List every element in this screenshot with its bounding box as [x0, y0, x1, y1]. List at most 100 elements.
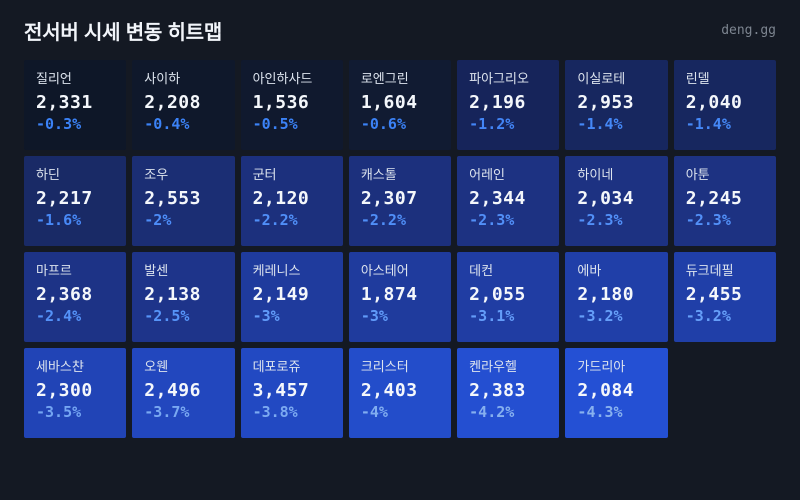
- server-change: -2.2%: [252, 211, 298, 230]
- server-change: -3.7%: [144, 403, 190, 422]
- server-name: 데컨: [469, 263, 494, 278]
- server-change: -3.2%: [685, 307, 731, 326]
- server-name: 하딘: [36, 167, 60, 182]
- brand-logo[interactable]: deng.gg: [721, 22, 776, 38]
- server-change: -1.4%: [577, 115, 623, 134]
- server-cell[interactable]: 조우 2,553 -2%: [132, 156, 235, 246]
- server-change: -2.5%: [144, 307, 190, 326]
- server-price: 2,344: [469, 187, 526, 209]
- server-name: 이실로테: [577, 71, 626, 86]
- server-cell[interactable]: 세바스챤 2,300 -3.5%: [24, 348, 127, 438]
- server-name: 로엔그린: [360, 71, 409, 86]
- server-change: -2.3%: [685, 211, 731, 230]
- server-change: -1.6%: [36, 211, 82, 230]
- server-price: 1,874: [360, 283, 418, 305]
- server-change: -2.4%: [36, 307, 82, 326]
- server-price: 2,300: [36, 379, 93, 401]
- server-cell[interactable]: 마프르 2,368 -2.4%: [24, 252, 127, 342]
- server-price: 2,331: [36, 91, 93, 113]
- heatmap-grid: 질리언 2,331 -0.3% 사이하 2,208 -0.4% 아인하사드 1,536 -0.5…: [24, 60, 776, 438]
- server-cell[interactable]: 군터 2,120 -2.2%: [240, 156, 343, 246]
- server-change: -2.3%: [577, 211, 623, 230]
- server-cell[interactable]: 하이네 2,034 -2.3%: [565, 156, 668, 246]
- server-name: 조우: [144, 167, 169, 182]
- server-cell[interactable]: 로엔그린 1,604 -0.6%: [348, 60, 452, 150]
- server-name: 켄라우헬: [469, 359, 517, 374]
- server-cell[interactable]: 케레니스 2,149 -3%: [240, 252, 343, 342]
- server-cell[interactable]: 켄라우헬 2,383 -4.2%: [457, 348, 560, 438]
- server-name: 린델: [685, 71, 710, 86]
- server-price: 1,604: [360, 91, 418, 113]
- server-price: 2,120: [252, 187, 310, 209]
- server-cell[interactable]: 하딘 2,217 -1.6%: [24, 156, 127, 246]
- server-change: -3%: [360, 307, 388, 326]
- server-change: -3%: [252, 307, 280, 326]
- server-name: 아툰: [685, 167, 710, 182]
- server-cell[interactable]: 어레인 2,344 -2.3%: [457, 156, 560, 246]
- server-price: 2,149: [252, 283, 310, 305]
- server-price: 2,138: [144, 283, 201, 305]
- server-change: -3.2%: [577, 307, 623, 326]
- server-name: 오웬: [144, 359, 169, 374]
- server-price: 2,084: [577, 379, 635, 401]
- server-change: -2.3%: [469, 211, 515, 230]
- server-price: 2,553: [144, 187, 201, 209]
- server-cell[interactable]: 파아그리오 2,196 -1.2%: [457, 60, 560, 150]
- server-cell[interactable]: 아인하사드 1,536 -0.5%: [240, 60, 343, 150]
- server-change: -4.2%: [469, 403, 515, 422]
- server-price: 2,953: [577, 91, 635, 113]
- server-cell[interactable]: 오웬 2,496 -3.7%: [132, 348, 235, 438]
- server-price: 2,208: [144, 91, 201, 113]
- server-name: 에바: [577, 263, 602, 278]
- server-name: 세바스챤: [36, 359, 84, 374]
- server-price: 2,180: [577, 283, 635, 305]
- server-change: -4%: [360, 403, 388, 422]
- server-name: 발센: [144, 263, 169, 278]
- server-name: 하이네: [577, 167, 614, 182]
- server-cell[interactable]: 데컨 2,055 -3.1%: [457, 252, 560, 342]
- server-change: -1.2%: [469, 115, 515, 134]
- server-cell[interactable]: 이실로테 2,953 -1.4%: [565, 60, 668, 150]
- server-cell[interactable]: 캐스톨 2,307 -2.2%: [348, 156, 452, 246]
- server-cell[interactable]: 질리언 2,331 -0.3%: [24, 60, 127, 150]
- server-price: 2,040: [685, 91, 743, 113]
- server-cell[interactable]: 에바 2,180 -3.2%: [565, 252, 668, 342]
- server-name: 아인하사드: [252, 71, 313, 86]
- server-price: 1,536: [252, 91, 310, 113]
- server-cell[interactable]: 아스테어 1,874 -3%: [348, 252, 452, 342]
- server-price: 2,455: [685, 283, 743, 305]
- server-change: -0.3%: [36, 115, 82, 134]
- server-change: -3.5%: [36, 403, 82, 422]
- server-name: 아스테어: [360, 263, 409, 278]
- server-price: 2,245: [685, 187, 743, 209]
- server-cell[interactable]: 크리스터 2,403 -4%: [348, 348, 452, 438]
- server-name: 가드리아: [577, 359, 626, 374]
- server-cell[interactable]: 가드리아 2,084 -4.3%: [565, 348, 668, 438]
- header: 전서버 시세 변동 히트맵 deng.gg: [24, 16, 776, 44]
- server-name: 데포로쥬: [252, 359, 301, 374]
- server-name: 마프르: [36, 263, 72, 278]
- server-cell[interactable]: 발센 2,138 -2.5%: [132, 252, 235, 342]
- server-cell[interactable]: 데포로쥬 3,457 -3.8%: [240, 348, 343, 438]
- server-change: -0.5%: [252, 115, 298, 134]
- server-price: 2,368: [36, 283, 93, 305]
- server-name: 케레니스: [252, 263, 301, 278]
- server-change: -2.2%: [360, 211, 406, 230]
- server-name: 군터: [252, 167, 277, 182]
- server-price: 3,457: [252, 379, 310, 401]
- server-name: 캐스톨: [360, 167, 397, 182]
- server-cell[interactable]: 듀크데필 2,455 -3.2%: [673, 252, 776, 342]
- server-name: 크리스터: [360, 359, 409, 374]
- server-price: 2,217: [36, 187, 93, 209]
- server-price: 2,196: [469, 91, 526, 113]
- server-change: -2%: [144, 211, 172, 230]
- server-name: 사이하: [144, 71, 181, 86]
- server-name: 질리언: [36, 71, 72, 86]
- server-cell[interactable]: 아툰 2,245 -2.3%: [673, 156, 776, 246]
- server-name: 어레인: [469, 167, 506, 182]
- server-cell[interactable]: 린델 2,040 -1.4%: [673, 60, 776, 150]
- server-price: 2,383: [469, 379, 526, 401]
- server-cell[interactable]: 사이하 2,208 -0.4%: [132, 60, 235, 150]
- server-change: -1.4%: [685, 115, 731, 134]
